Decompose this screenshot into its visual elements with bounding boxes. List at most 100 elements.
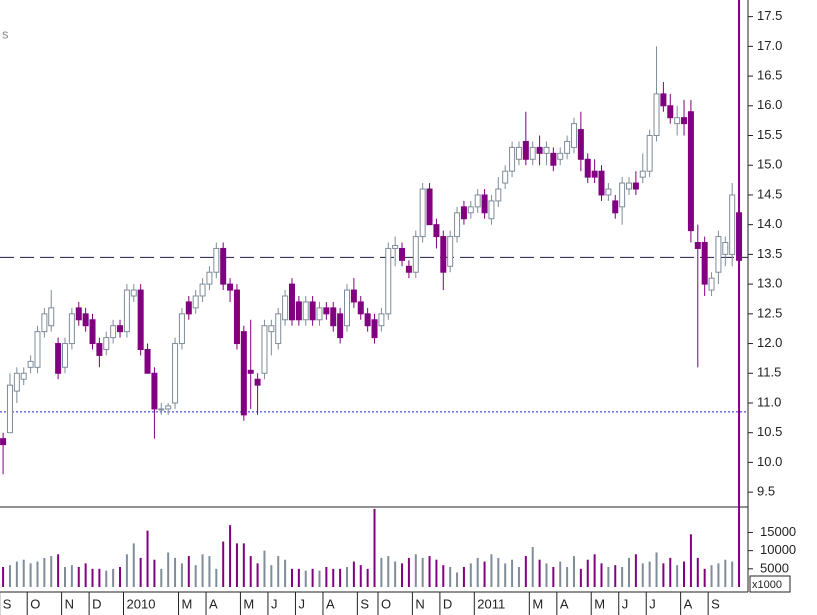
candle-body <box>460 206 467 220</box>
candle-body <box>653 93 660 137</box>
candle-body <box>227 283 234 291</box>
candle-body <box>213 247 220 273</box>
candle-body <box>254 378 261 386</box>
volume-tick-label: 10000 <box>760 542 796 557</box>
candle-body <box>89 319 96 345</box>
candle-body <box>55 343 62 374</box>
x-tick-label: 2011 <box>477 596 505 611</box>
candle-body <box>570 123 577 148</box>
y-tick-label: 16.0 <box>757 97 782 112</box>
candle-body <box>667 105 674 119</box>
candle-body <box>27 360 34 368</box>
candle-body <box>295 301 302 321</box>
y-tick-label: 15.0 <box>757 157 782 172</box>
y-tick-label: 13.5 <box>757 246 782 261</box>
candle-body <box>378 313 385 327</box>
x-tick-label: M <box>594 596 605 611</box>
candle-body <box>151 372 158 410</box>
y-tick-label: 9.5 <box>757 484 775 499</box>
candle-body <box>515 146 522 160</box>
candle-body <box>282 295 289 321</box>
candle-body <box>288 283 295 321</box>
candle-body <box>103 337 110 350</box>
candle-body <box>426 188 433 226</box>
y-tick-label: 14.5 <box>757 186 782 201</box>
chart-label: s <box>2 26 9 41</box>
x-tick-label: A <box>560 596 569 611</box>
candle-body <box>206 271 213 285</box>
candle-body <box>337 313 344 339</box>
candle-body <box>130 289 137 297</box>
y-tick-label: 12.5 <box>757 305 782 320</box>
candle-body <box>715 236 722 273</box>
candle-body <box>199 283 206 297</box>
candle-body <box>302 301 309 321</box>
candle-body <box>261 325 268 374</box>
candle-body <box>330 307 337 327</box>
y-tick-label: 10.5 <box>757 424 782 439</box>
candle-body <box>316 307 323 321</box>
candle-body <box>117 325 124 333</box>
candle-body <box>405 265 412 273</box>
candle-body <box>584 158 591 178</box>
candle-body <box>626 182 633 190</box>
x-tick-label: N <box>415 596 424 611</box>
candle-body <box>481 194 488 214</box>
candle-body <box>412 236 419 273</box>
y-tick-label: 11.5 <box>757 365 781 380</box>
y-tick-label: 12.0 <box>757 335 782 350</box>
candle-body <box>605 188 612 196</box>
y-tick-label: 11.0 <box>757 394 781 409</box>
candle-body <box>591 170 598 178</box>
x-tick-label: J <box>649 596 656 611</box>
candle-body <box>612 200 619 214</box>
candle-body <box>61 343 68 368</box>
candle-body <box>522 140 529 160</box>
candle-body <box>247 369 254 374</box>
candle-body <box>495 188 502 202</box>
candle-body <box>185 301 192 315</box>
candle-body <box>440 236 447 273</box>
x-tick-label: O <box>30 596 40 611</box>
candle-body <box>385 247 392 315</box>
candle-body <box>701 242 708 285</box>
y-tick-label: 14.0 <box>757 216 782 231</box>
candle-body <box>82 313 89 327</box>
x-tick-label: D <box>443 596 452 611</box>
candle-body <box>192 295 199 309</box>
unit-box <box>749 575 791 593</box>
candle-body <box>474 194 481 208</box>
candle-body <box>708 277 715 291</box>
candle-body <box>529 146 536 160</box>
candle-body <box>268 325 275 333</box>
candle-body <box>632 182 639 190</box>
candle-body <box>619 182 626 208</box>
candle-body <box>41 313 48 333</box>
x-tick-label: J <box>271 596 278 611</box>
y-tick-label: 15.5 <box>757 127 782 142</box>
x-tick-label: J <box>622 596 629 611</box>
candle-body <box>536 146 543 154</box>
candle-body <box>502 170 509 184</box>
candle-body <box>674 117 681 125</box>
x-tick-label: S <box>360 596 369 611</box>
candle-body <box>543 146 550 154</box>
candle-body <box>68 313 75 345</box>
candle-body <box>144 348 151 374</box>
candle-body <box>564 140 571 154</box>
candle-body <box>687 111 694 232</box>
x-tick-label: M <box>532 596 543 611</box>
candle-body <box>158 408 165 411</box>
candle-body <box>681 117 688 125</box>
candle-body <box>0 438 7 446</box>
candle-body <box>722 242 729 255</box>
candle-body <box>392 244 399 249</box>
candle-body <box>550 152 557 166</box>
candle-body <box>309 301 316 321</box>
candle-body <box>323 307 330 315</box>
x-tick-label: O <box>381 596 391 611</box>
candle-body <box>75 307 82 321</box>
candle-body <box>48 307 55 327</box>
y-tick-label: 16.5 <box>757 68 782 83</box>
